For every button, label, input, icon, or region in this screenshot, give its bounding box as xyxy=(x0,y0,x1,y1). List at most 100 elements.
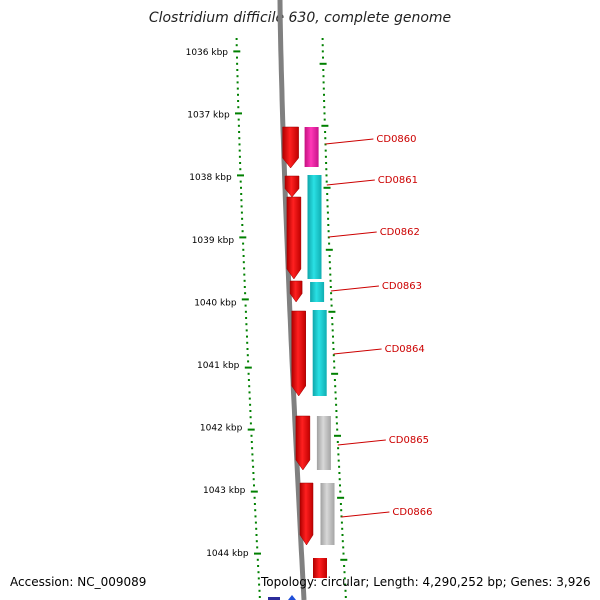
gene-label[interactable]: CD0861 xyxy=(378,175,418,186)
genome-backbone xyxy=(277,0,307,600)
axis-tick xyxy=(330,298,333,301)
axis-tick xyxy=(331,329,334,332)
axis-tick xyxy=(254,509,257,512)
axis-tick xyxy=(241,217,244,220)
axis-tick xyxy=(237,106,240,109)
gene-leader-line xyxy=(330,285,379,292)
axis-tick xyxy=(340,521,343,524)
axis-tick xyxy=(321,44,324,47)
axis-tick xyxy=(344,596,347,598)
axis-tick xyxy=(246,335,248,338)
axis-tick xyxy=(341,527,344,530)
axis-tick xyxy=(328,242,331,245)
axis-tick xyxy=(335,403,338,406)
axis-tick xyxy=(242,255,245,257)
category-bar xyxy=(310,282,325,302)
axis-tick xyxy=(241,224,244,226)
gene-arrow xyxy=(286,196,302,280)
axis-tick xyxy=(237,118,240,121)
axis-tick xyxy=(243,279,246,282)
gene-label[interactable]: CD0863 xyxy=(382,281,422,292)
axis-label: 1043 kbp xyxy=(203,486,246,496)
axis-tick xyxy=(321,124,329,127)
axis-tick xyxy=(334,397,337,400)
axis-tick xyxy=(331,323,334,326)
axis-label: 1036 kbp xyxy=(186,48,229,58)
axis-tick xyxy=(335,416,338,419)
axis-tick xyxy=(319,62,327,65)
gene-label[interactable]: CD0866 xyxy=(392,507,432,518)
axis-tick xyxy=(323,118,326,121)
axis-tick xyxy=(337,447,340,450)
axis-tick xyxy=(338,478,341,481)
axis-tick xyxy=(333,366,336,369)
axis-tick xyxy=(252,472,255,474)
axis-tick xyxy=(338,465,341,468)
category-bar xyxy=(304,127,319,167)
genes-layer xyxy=(282,126,314,546)
axis-tick xyxy=(258,589,261,592)
axis-tick xyxy=(251,459,254,462)
axis-tick xyxy=(331,372,339,375)
axis-tick xyxy=(249,422,252,425)
axis-label: 1042 kbp xyxy=(200,424,243,434)
axis-tick xyxy=(336,441,339,443)
axis-tick xyxy=(335,422,338,425)
axis-tick xyxy=(241,230,244,233)
axis-tick xyxy=(331,317,334,319)
axis-tick xyxy=(333,379,336,381)
axis-tick xyxy=(255,540,258,543)
axis-ticks-left xyxy=(233,38,261,598)
axis-tick xyxy=(246,354,249,357)
axis-tick xyxy=(249,403,252,406)
axis-label: 1037 kbp xyxy=(187,111,230,121)
gene-arrow xyxy=(282,126,299,169)
axis-tick xyxy=(246,348,249,350)
axis-tick xyxy=(257,565,260,567)
axis-tick xyxy=(242,248,245,251)
axis-tick xyxy=(251,447,254,450)
axis-tick xyxy=(240,199,243,202)
axis-tick xyxy=(238,149,241,152)
axis-tick xyxy=(326,211,329,214)
axis-tick xyxy=(237,100,240,102)
axis-label: 1039 kbp xyxy=(192,236,235,246)
axis-tick xyxy=(325,162,328,164)
gene-label[interactable]: CD0860 xyxy=(376,134,416,145)
axis-tick xyxy=(324,155,327,158)
axis-tick xyxy=(329,273,332,276)
axis-tick xyxy=(329,279,332,282)
axis-tick xyxy=(254,552,261,555)
axis-tick xyxy=(253,496,256,499)
axis-tick xyxy=(238,155,241,158)
axis-tick xyxy=(325,174,328,177)
axis-labels-layer: 1036 kbp 1037 kbp 1038 kbp 1039 kbp 1040 kbp… xyxy=(186,48,249,559)
axis-tick xyxy=(255,527,258,530)
axis-tick xyxy=(240,211,243,214)
gene-label[interactable]: CD0864 xyxy=(385,344,425,355)
gene-leader-line xyxy=(333,348,382,355)
axis-tick xyxy=(342,552,345,555)
gene-label[interactable]: CD0862 xyxy=(380,227,420,238)
axis-tick xyxy=(336,428,339,431)
axis-label: 1044 kbp xyxy=(206,549,249,559)
gene-leader-line xyxy=(325,138,374,145)
axis-tick xyxy=(247,360,250,363)
axis-label: 1038 kbp xyxy=(189,173,232,183)
partial-feature-blue xyxy=(268,597,280,600)
axis-tick xyxy=(328,310,336,313)
axis-tick xyxy=(326,199,329,202)
axis-tick xyxy=(236,87,239,90)
gene-leader-line xyxy=(326,179,375,186)
category-layer xyxy=(304,127,335,545)
axis-tick xyxy=(247,428,255,431)
gene-label[interactable]: CD0865 xyxy=(389,435,429,446)
axis-tick xyxy=(330,304,333,307)
accession-label: Accession: NC_009089 xyxy=(10,575,147,589)
axis-tick xyxy=(252,465,255,468)
axis-tick xyxy=(332,354,335,357)
axis-tick xyxy=(323,112,326,115)
axis-tick xyxy=(236,75,239,78)
axis-tick xyxy=(236,69,239,71)
